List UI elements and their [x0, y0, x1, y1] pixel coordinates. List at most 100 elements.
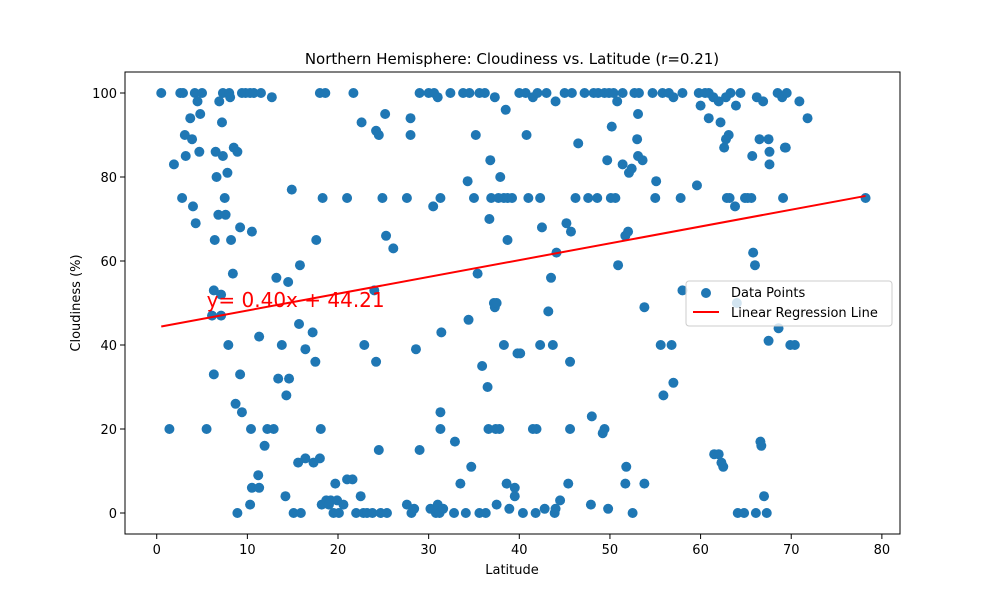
data-point: [223, 340, 234, 350]
data-point: [436, 327, 447, 338]
plot-area: [156, 88, 871, 518]
data-point: [294, 260, 305, 271]
data-point: [201, 424, 212, 434]
data-point: [214, 96, 225, 107]
data-point: [608, 88, 619, 98]
data-point: [585, 499, 596, 510]
data-point: [501, 478, 512, 489]
data-point: [177, 193, 188, 203]
data-point: [748, 247, 759, 258]
data-point: [410, 344, 421, 355]
data-point: [220, 209, 231, 220]
data-point: [235, 369, 246, 380]
data-point: [781, 88, 792, 98]
data-point: [428, 201, 439, 212]
data-point: [535, 193, 546, 203]
data-point: [610, 193, 621, 203]
data-point: [255, 88, 266, 98]
data-point: [700, 88, 711, 98]
data-point: [500, 104, 511, 115]
data-point: [703, 113, 714, 124]
data-point: [333, 508, 344, 518]
y-tick-label: 40: [100, 339, 117, 354]
data-point: [747, 151, 758, 161]
data-point: [491, 499, 502, 510]
data-point: [599, 424, 610, 434]
data-point: [438, 503, 449, 514]
data-point: [219, 193, 230, 203]
data-point: [338, 499, 349, 510]
data-point: [583, 193, 594, 203]
data-point: [435, 424, 446, 434]
data-point: [286, 184, 297, 195]
data-point: [668, 92, 679, 103]
data-point: [388, 243, 399, 254]
data-point: [355, 491, 366, 502]
data-point: [675, 193, 686, 203]
data-point: [764, 146, 775, 157]
data-point: [489, 92, 500, 103]
data-point: [211, 172, 222, 182]
data-point: [650, 193, 661, 203]
data-point: [472, 268, 483, 279]
data-point: [187, 201, 198, 212]
data-point: [485, 155, 496, 166]
data-point: [268, 424, 279, 434]
data-point: [778, 193, 789, 203]
data-point: [470, 130, 481, 140]
data-point: [691, 180, 702, 191]
x-tick-label: 30: [420, 543, 437, 558]
data-point: [373, 445, 384, 455]
data-point: [750, 508, 761, 518]
legend: Data Points Linear Regression Line: [685, 280, 893, 327]
data-point: [308, 457, 319, 468]
data-point: [517, 508, 528, 518]
data-point: [530, 508, 541, 518]
data-point: [713, 96, 724, 107]
legend-marker-data-points: [701, 288, 711, 298]
data-point: [405, 113, 416, 124]
data-point: [460, 508, 471, 518]
data-point: [563, 478, 574, 489]
data-point: [658, 390, 669, 401]
data-point: [185, 113, 196, 124]
data-point: [359, 340, 370, 350]
data-point: [632, 134, 643, 145]
data-point: [271, 272, 282, 283]
data-point: [621, 461, 632, 472]
data-point: [283, 277, 294, 287]
data-point: [491, 298, 502, 308]
data-point: [606, 121, 617, 132]
y-tick-label: 80: [100, 171, 117, 186]
data-point: [612, 96, 623, 107]
data-point: [330, 478, 341, 489]
data-point: [295, 508, 306, 518]
data-point: [310, 356, 321, 367]
data-point: [523, 193, 534, 203]
data-point: [164, 424, 175, 434]
data-point: [197, 88, 208, 98]
data-point: [371, 356, 382, 367]
x-tick-label: 0: [153, 543, 161, 558]
x-axis-label: Latitude: [485, 563, 539, 578]
y-axis-label: Cloudiness (%): [69, 254, 84, 351]
data-point: [300, 344, 311, 355]
regression-line: [161, 194, 866, 328]
data-point: [677, 285, 688, 296]
data-point: [565, 356, 576, 367]
x-tick-label: 40: [511, 543, 528, 558]
data-point: [515, 348, 526, 359]
data-point: [217, 151, 228, 161]
y-tick-label: 20: [100, 423, 117, 438]
data-point: [351, 508, 362, 518]
data-point: [713, 449, 724, 460]
x-tick-label: 20: [330, 543, 347, 558]
data-point: [236, 407, 247, 418]
legend-label-regression-line: Linear Regression Line: [731, 306, 878, 321]
data-point: [602, 155, 613, 166]
data-point: [468, 193, 479, 203]
data-point: [521, 130, 532, 140]
data-point: [253, 470, 264, 481]
data-point: [860, 193, 871, 203]
